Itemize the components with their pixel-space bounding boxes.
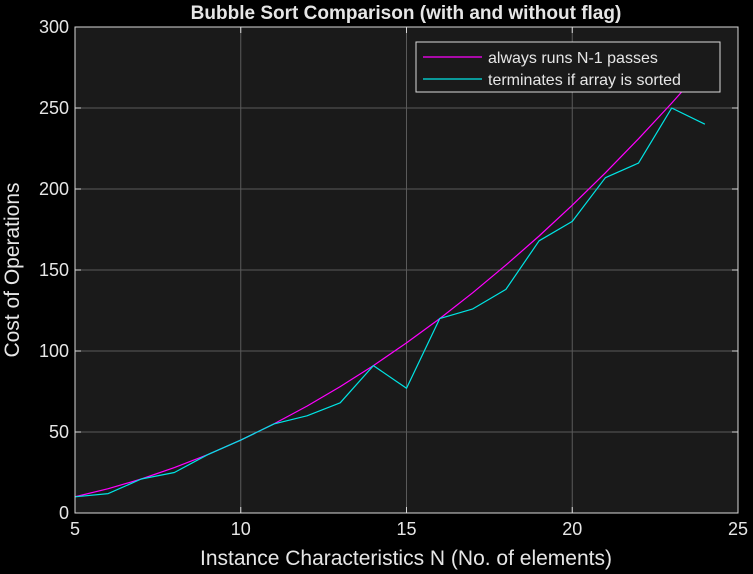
y-tick-label: 250	[39, 98, 69, 118]
x-tick-label: 5	[70, 519, 80, 539]
legend-label-sorted-exit: terminates if array is sorted	[488, 72, 681, 89]
y-tick-label: 300	[39, 17, 69, 37]
y-axis-label: Cost of Operations	[1, 182, 24, 357]
y-tick-label: 50	[49, 422, 69, 442]
y-tick-label: 150	[39, 260, 69, 280]
y-tick-label: 200	[39, 179, 69, 199]
series-lines	[75, 65, 706, 498]
x-tick-label: 10	[231, 519, 251, 539]
legend-label-n-1-passes: always runs N-1 passes	[488, 50, 658, 67]
chart-title: Bubble Sort Comparison (with and without…	[191, 3, 622, 24]
y-tick-label: 100	[39, 341, 69, 361]
x-axis-label: Instance Characteristics N (No. of eleme…	[200, 547, 612, 570]
x-tick-label: 25	[728, 519, 748, 539]
x-tick-label: 20	[562, 519, 582, 539]
series-line-terminates-if-sorted	[75, 107, 706, 498]
x-tick-label: 15	[396, 519, 416, 539]
y-tick-label: 0	[59, 503, 69, 523]
series-line-always-n-1-passes	[75, 65, 706, 498]
legend: always runs N-1 passes terminates if arr…	[415, 41, 721, 93]
legend-box	[415, 41, 721, 93]
